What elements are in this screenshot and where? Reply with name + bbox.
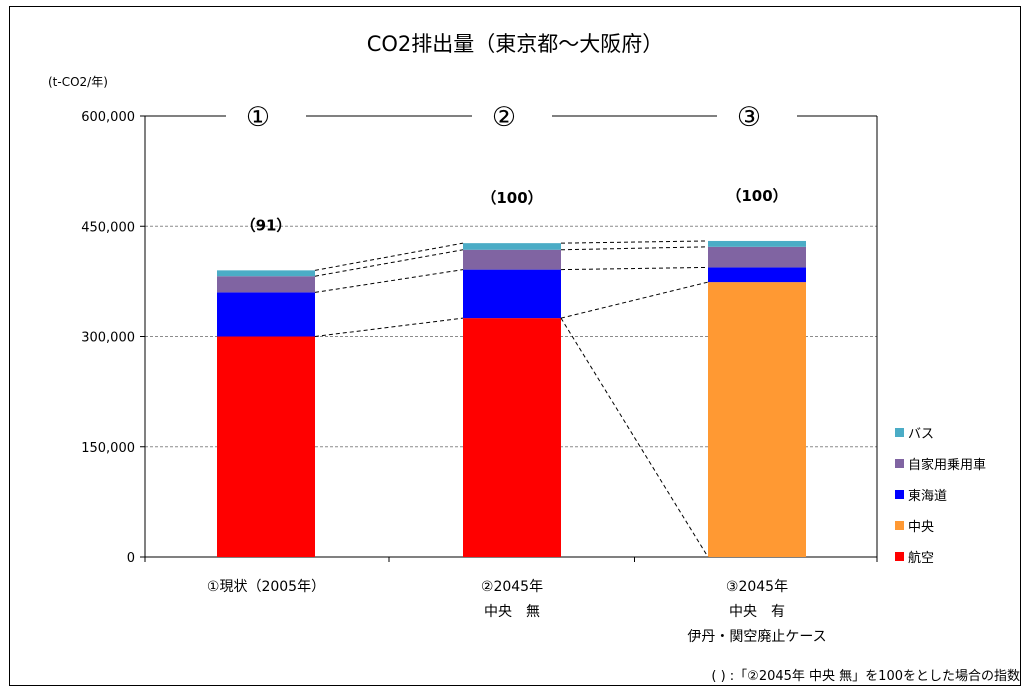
y-tick-label: 150,000 [81, 441, 135, 456]
case-marker: ③ [737, 102, 761, 133]
index-label: （91） [241, 216, 292, 234]
legend-item: バス [895, 423, 935, 442]
connector-line [314, 317, 464, 337]
bar-segment [463, 269, 561, 319]
bar-segment [463, 249, 561, 270]
x-category-label: 中央 無 [484, 604, 540, 620]
legend-swatch [895, 458, 904, 468]
connector-line [560, 281, 709, 319]
legend-swatch [895, 427, 904, 437]
legend-swatch [895, 489, 904, 499]
bar-segment [708, 246, 806, 268]
chart-title: CO2排出量（東京都〜大阪府） [366, 32, 664, 56]
index-label: （100） [481, 189, 542, 207]
bar-segment [708, 240, 806, 247]
legend-label: 自家用乗用車 [908, 457, 987, 473]
legend-label: 航空 [908, 550, 935, 566]
legend-label: 中央 [908, 519, 935, 535]
legend-swatch [895, 551, 904, 561]
bar-segment [708, 267, 806, 283]
connector-line [560, 246, 709, 251]
case-marker: ① [246, 102, 270, 133]
case-marker: ② [492, 102, 516, 133]
legend-item: 中央 [895, 516, 935, 535]
bar-segment [217, 270, 315, 277]
y-tick-label: 450,000 [81, 220, 135, 235]
y-tick-label: 0 [127, 551, 135, 566]
bar-segment [217, 336, 315, 557]
x-category-label: 伊丹・関空廃止ケース [687, 628, 826, 645]
index-label: （100） [726, 187, 787, 205]
connector-line [560, 240, 709, 244]
bar-segment [463, 318, 561, 557]
y-axis-unit-label: (t-CO2/年) [48, 75, 108, 89]
x-category-label: ③2045年 [726, 579, 788, 595]
connector-line [314, 242, 464, 271]
legend-swatch [895, 520, 904, 530]
legend-item: 自家用乗用車 [895, 454, 987, 473]
bar-segment [217, 292, 315, 337]
footnote: ( ) :「②2045年 中央 無」を100をとした場合の指数 [711, 669, 1020, 684]
x-category-label: ①現状（2005年） [207, 579, 325, 595]
x-category-label: ②2045年 [481, 579, 543, 595]
connector-line [560, 317, 709, 558]
x-category-label: 中央 有 [729, 604, 785, 620]
legend-item: 東海道 [895, 485, 948, 504]
legend-label: バス [908, 426, 935, 442]
bar-segment [217, 276, 315, 293]
legend-item: 航空 [895, 547, 935, 566]
bar-segment [463, 243, 561, 250]
connector-line [560, 266, 709, 271]
connector-line [314, 249, 464, 277]
y-tick-label: 300,000 [81, 331, 135, 346]
y-tick-label: 600,000 [81, 110, 135, 125]
connector-line [314, 269, 464, 293]
bar-segment [708, 282, 806, 557]
legend-label: 東海道 [908, 488, 948, 504]
